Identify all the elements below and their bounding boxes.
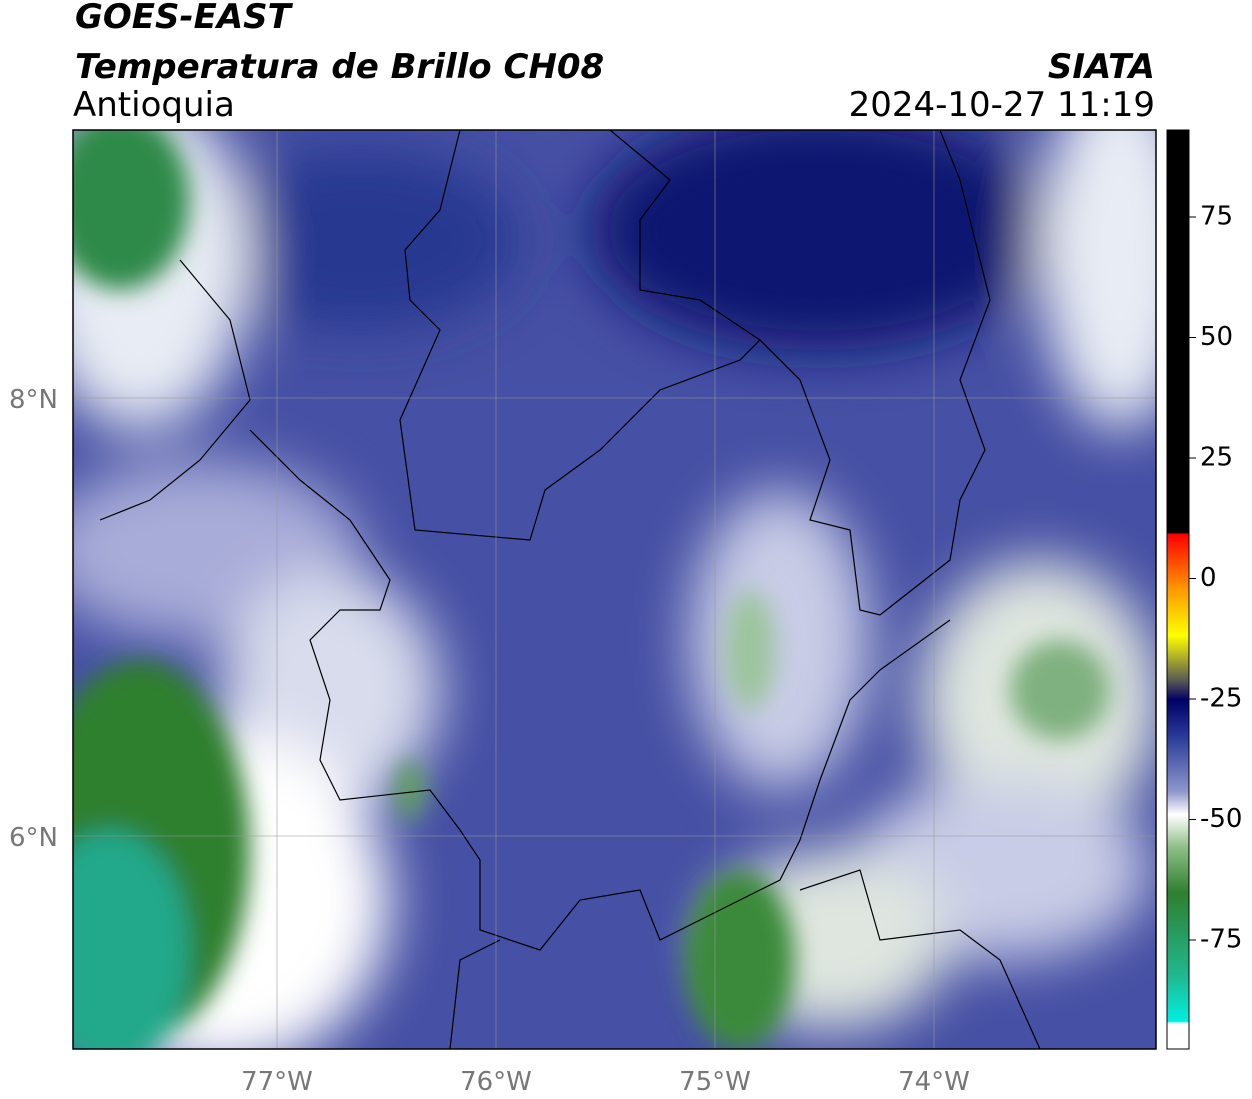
lon-label: 75°W — [679, 1067, 751, 1097]
colorbar-tick-label: -50 — [1200, 804, 1242, 834]
title: GOES-EAST — [75, 0, 294, 37]
datetime: 2024-10-27 11:19 — [849, 85, 1155, 125]
colorbar-tick-label: 50 — [1200, 322, 1233, 352]
colorbar-tick-label: 25 — [1200, 443, 1233, 473]
lon-label: 76°W — [460, 1067, 532, 1097]
lon-label: 74°W — [898, 1067, 970, 1097]
colorbar-tick-label: -25 — [1200, 684, 1242, 714]
lat-label: 8°N — [9, 385, 58, 415]
colorbar-tick-label: 0 — [1200, 563, 1217, 593]
colorbar — [1166, 129, 1190, 1050]
map-frame — [72, 129, 1157, 1050]
colorbar-tick-label: 75 — [1200, 202, 1233, 232]
source: SIATA — [1048, 47, 1155, 87]
graticule — [73, 130, 1156, 1049]
lon-label: 77°W — [241, 1067, 313, 1097]
subtitle: Temperatura de Brillo CH08 — [75, 47, 604, 87]
colorbar-tick-label: -75 — [1200, 925, 1242, 955]
satellite-image — [73, 130, 1156, 1049]
region: Antioquia — [73, 85, 235, 125]
lat-label: 6°N — [9, 823, 58, 853]
